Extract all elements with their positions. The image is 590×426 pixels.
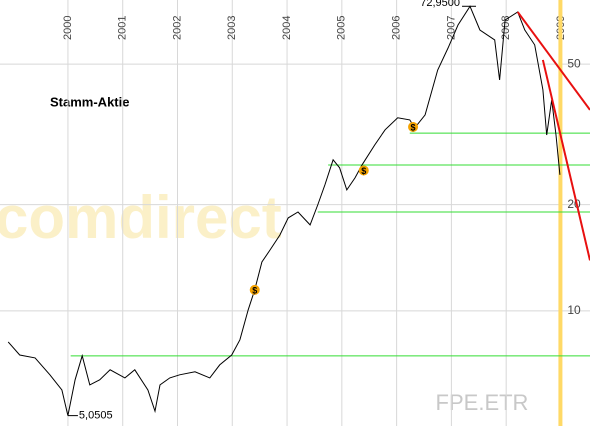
dividend-label: $: [361, 166, 366, 176]
dividend-label: $: [252, 285, 257, 295]
y-tick-label: 20: [567, 197, 581, 211]
x-tick-label: 2003: [226, 16, 238, 40]
dividend-mark: [249, 284, 260, 295]
watermark: .comdirect: [0, 184, 282, 251]
x-tick-label: 2008: [500, 16, 512, 40]
annotation-label: 72,9500: [420, 0, 460, 9]
chart-title: Stamm-Aktie: [50, 94, 129, 109]
y-tick-label: 10: [567, 303, 581, 317]
symbol: FPE.ETR: [436, 390, 529, 415]
trend-line: [541, 59, 590, 261]
trend-line: [516, 11, 590, 111]
dividend-mark: [408, 121, 419, 132]
x-tick-label: 2004: [281, 16, 293, 40]
x-tick-label: 2002: [171, 16, 183, 40]
dividend-mark: [358, 165, 369, 176]
x-tick-label: 2001: [117, 16, 129, 40]
dividend-label: $: [411, 122, 416, 132]
x-tick-label: 2005: [336, 16, 348, 40]
y-tick-label: 50: [567, 56, 581, 70]
annotation-label: 5,0505: [79, 410, 113, 422]
x-tick-label: 2006: [391, 16, 403, 40]
x-tick-label: 2007: [445, 16, 457, 40]
x-tick-label: 2000: [62, 16, 74, 40]
price-line: [7, 5, 561, 416]
